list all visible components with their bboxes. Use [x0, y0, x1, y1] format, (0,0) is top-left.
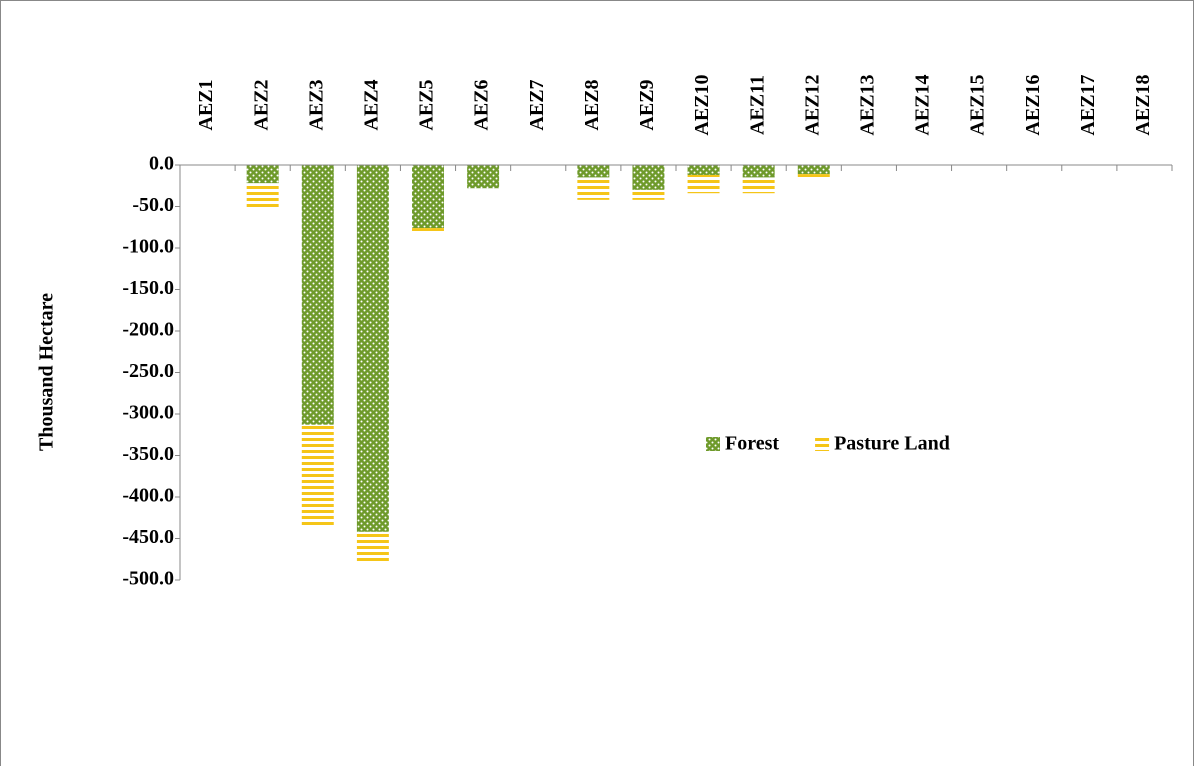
x-tick-label: AEZ8	[581, 79, 603, 130]
x-tick-label: AEZ5	[416, 79, 438, 130]
x-tick-label: AEZ10	[691, 74, 713, 135]
x-tick-label: AEZ4	[360, 79, 382, 130]
bar-segment	[577, 177, 610, 200]
x-tick-label: AEZ3	[305, 79, 327, 130]
bar-segment	[467, 165, 500, 189]
legend-label: Forest	[725, 433, 779, 455]
bar-segment	[797, 174, 830, 179]
legend-swatch	[815, 437, 830, 451]
y-tick-label: -50.0	[132, 194, 174, 216]
bar-segment	[632, 165, 665, 190]
y-tick-label: -450.0	[122, 526, 174, 548]
x-tick-label: AEZ12	[801, 74, 823, 135]
bar-segment	[301, 424, 334, 527]
y-tick-label: -350.0	[122, 443, 174, 465]
x-tick-label: AEZ15	[967, 74, 989, 135]
y-tick-label: -100.0	[122, 236, 174, 258]
y-tick-label: -500.0	[122, 568, 174, 590]
x-tick-label: AEZ6	[471, 79, 493, 130]
x-tick-label: AEZ13	[856, 74, 878, 135]
bar-segment	[687, 165, 720, 175]
bar-segment	[356, 165, 389, 532]
bar-segment	[356, 531, 389, 562]
bar-segment	[246, 165, 279, 184]
x-tick-label: AEZ1	[195, 79, 217, 130]
y-tick-label: 0.0	[149, 153, 174, 175]
y-tick-label: -200.0	[122, 319, 174, 341]
legend-label: Pasture Land	[834, 433, 950, 455]
x-tick-label: AEZ17	[1077, 74, 1099, 135]
y-axis-title: Thousand Hectare	[36, 293, 58, 451]
x-tick-label: AEZ9	[636, 79, 658, 130]
bar-segment	[797, 165, 830, 175]
bar-segment	[412, 228, 444, 232]
bar-segment	[246, 183, 279, 209]
bar-segment	[632, 189, 665, 200]
bar-segment	[522, 165, 555, 168]
bar-segment	[742, 177, 775, 194]
y-tick-label: -300.0	[122, 402, 174, 424]
legend-swatch	[706, 437, 720, 451]
x-tick-label: AEZ14	[912, 74, 934, 135]
y-tick-label: -250.0	[122, 360, 174, 382]
x-tick-label: AEZ7	[526, 79, 548, 130]
bar-segment	[687, 174, 720, 194]
bar-segment	[301, 165, 334, 425]
x-tick-label: AEZ16	[1022, 74, 1044, 135]
y-tick-label: -150.0	[122, 277, 174, 299]
x-tick-label: AEZ18	[1132, 74, 1154, 135]
y-tick-label: -400.0	[122, 485, 174, 507]
bar-segment	[742, 165, 775, 178]
bar-segment	[412, 165, 444, 229]
x-tick-label: AEZ2	[250, 79, 272, 130]
bar-segment	[577, 165, 610, 178]
x-tick-label: AEZ11	[746, 75, 768, 135]
